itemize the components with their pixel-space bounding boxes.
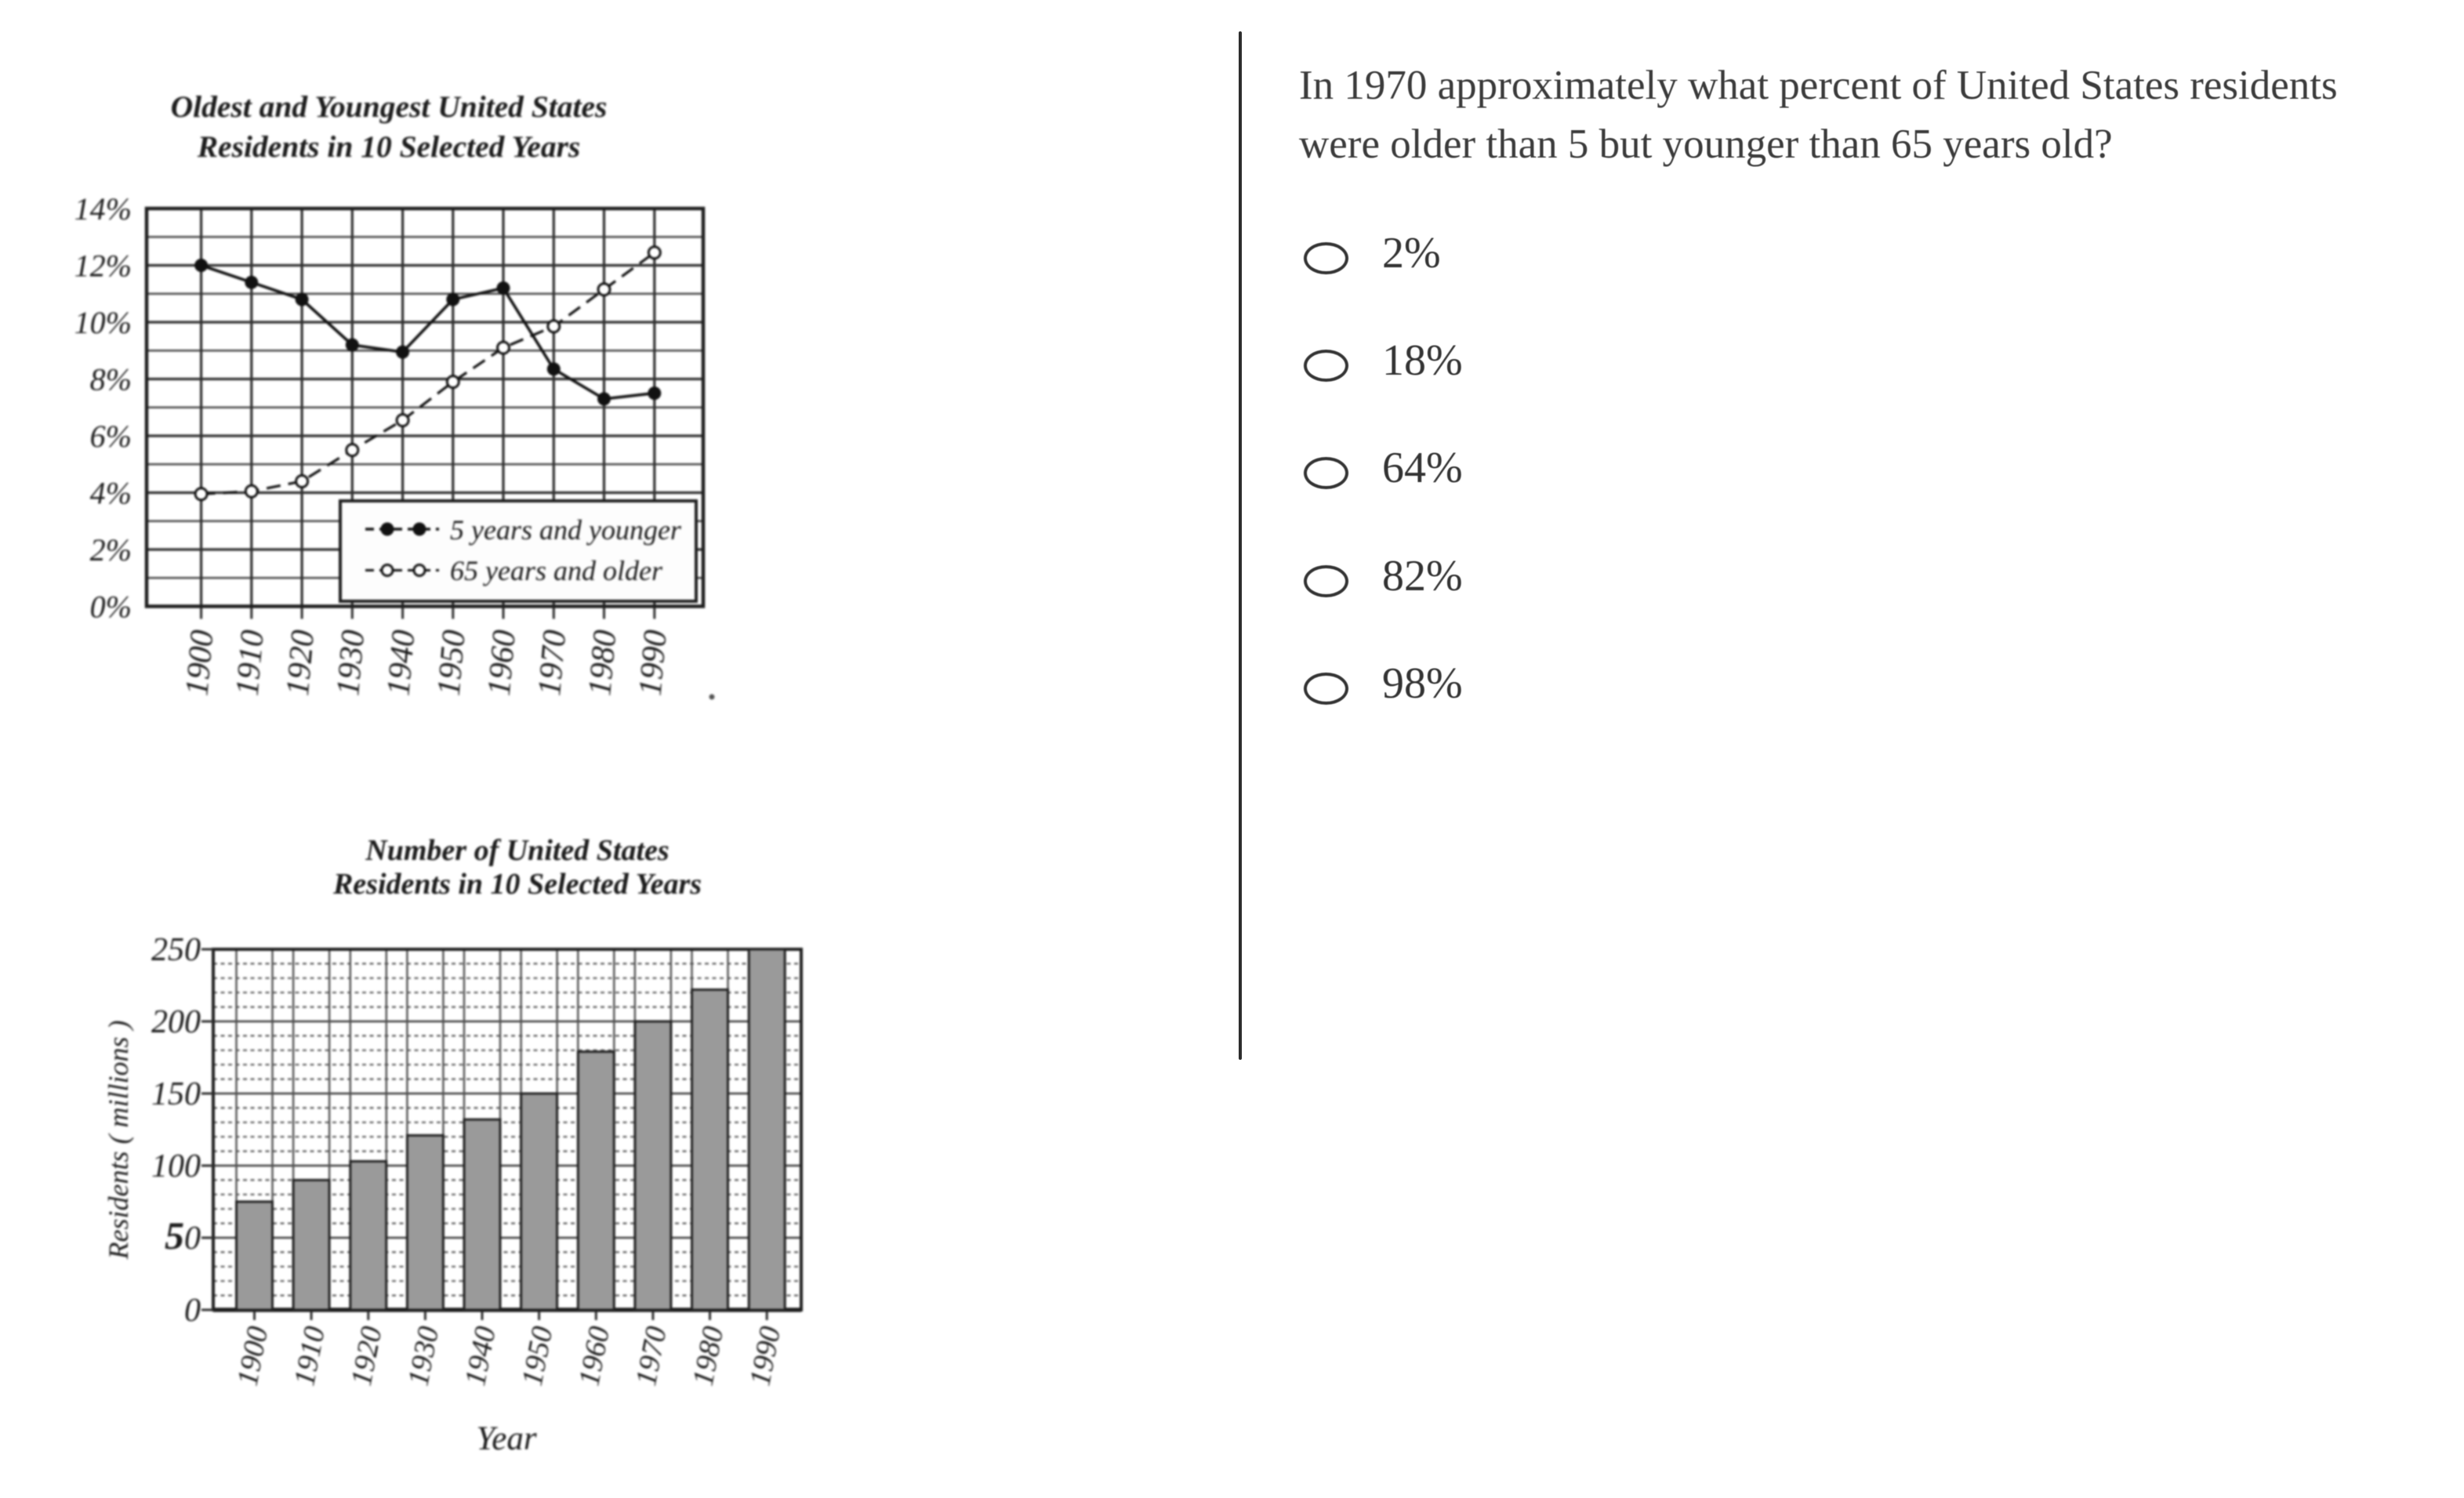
svg-text:1990: 1990	[743, 1324, 787, 1389]
svg-text:Oldest and Youngest United Sta: Oldest and Youngest United States	[171, 89, 608, 124]
svg-text:10%: 10%	[74, 305, 132, 340]
svg-text:6%: 6%	[90, 419, 132, 454]
svg-text:0%: 0%	[90, 589, 132, 625]
svg-text:1900: 1900	[179, 629, 220, 698]
svg-text:14%: 14%	[74, 191, 132, 227]
svg-text:Residents ( millions ): Residents ( millions )	[103, 1021, 134, 1260]
svg-text:1910: 1910	[230, 629, 271, 698]
svg-text:1970: 1970	[630, 1324, 673, 1389]
svg-text:200: 200	[151, 1004, 201, 1040]
svg-text:Residents in 10 Selected Years: Residents in 10 Selected Years	[197, 129, 581, 164]
svg-text:65 years and older: 65 years and older	[450, 555, 663, 586]
svg-text:1920: 1920	[345, 1324, 389, 1389]
svg-text:4%: 4%	[90, 476, 132, 511]
svg-text:1990: 1990	[633, 629, 674, 698]
svg-text:5 years and younger: 5 years and younger	[450, 514, 682, 546]
svg-text:1980: 1980	[687, 1324, 731, 1389]
svg-text:12%: 12%	[74, 248, 132, 284]
svg-text:150: 150	[151, 1076, 201, 1112]
svg-text:1960: 1960	[481, 629, 523, 698]
svg-text:Number of United States: Number of United States	[365, 834, 669, 867]
svg-text:1920: 1920	[280, 629, 321, 698]
svg-text:1940: 1940	[380, 629, 422, 698]
svg-text:1980: 1980	[582, 629, 623, 698]
svg-text:1930: 1930	[402, 1324, 446, 1389]
svg-text:2%: 2%	[90, 532, 132, 568]
svg-text:100: 100	[151, 1148, 201, 1184]
svg-text:1950: 1950	[431, 629, 473, 698]
svg-text:1900: 1900	[231, 1324, 275, 1389]
svg-text:1950: 1950	[516, 1324, 560, 1389]
svg-text:Year: Year	[476, 1420, 537, 1457]
svg-text:1970: 1970	[532, 629, 573, 698]
svg-text:Residents in 10 Selected Years: Residents in 10 Selected Years	[332, 868, 702, 901]
svg-text:1940: 1940	[459, 1324, 503, 1389]
svg-text:50: 50	[165, 1213, 201, 1257]
svg-text:250: 250	[151, 932, 201, 968]
svg-text:1910: 1910	[288, 1324, 332, 1389]
svg-text:1960: 1960	[572, 1324, 616, 1389]
svg-text:1930: 1930	[330, 629, 372, 698]
svg-text:0: 0	[184, 1293, 201, 1329]
svg-text:8%: 8%	[90, 362, 132, 397]
